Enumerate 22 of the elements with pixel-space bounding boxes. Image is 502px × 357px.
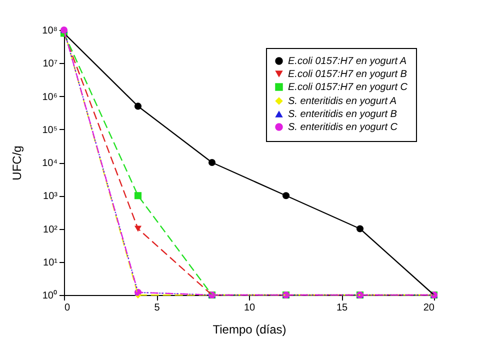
x-tick-label: 5 [154,302,160,314]
legend-label: E.coli 0157:H7 en yogurt C [288,82,408,93]
y-axis-title: UFC/g [10,146,24,180]
y-tick-label: 10¹ [43,257,58,268]
y-tick-label: 10² [43,224,58,236]
legend-label: S. enteritidis en yogurt C [288,122,398,133]
legend-label: S. enteritidis en yogurt A [288,96,397,107]
y-tick-label: 10³ [43,191,58,202]
x-tick-label: 10 [244,302,256,314]
x-axis-title: Tiempo (días) [212,322,286,336]
y-tick-label: 10⁷ [42,58,58,70]
y-tick-label: 10⁶ [42,92,58,103]
legend-label: E.coli 0157:H7 en yogurt A [288,56,407,67]
x-tick-label: 0 [64,302,70,314]
legend-label: S. enteritidis en yogurt B [288,109,398,120]
x-tick-label: 15 [336,302,348,314]
legend-label: E.coli 0157:H7 en yogurt B [288,69,408,80]
y-tick-label: 10⁴ [42,158,58,169]
y-tick-label: 10⁵ [42,124,58,136]
y-tick-label: 10⁸ [42,26,58,36]
y-tick-label: 10⁰ [42,290,58,302]
x-tick-label: 20 [423,302,435,314]
